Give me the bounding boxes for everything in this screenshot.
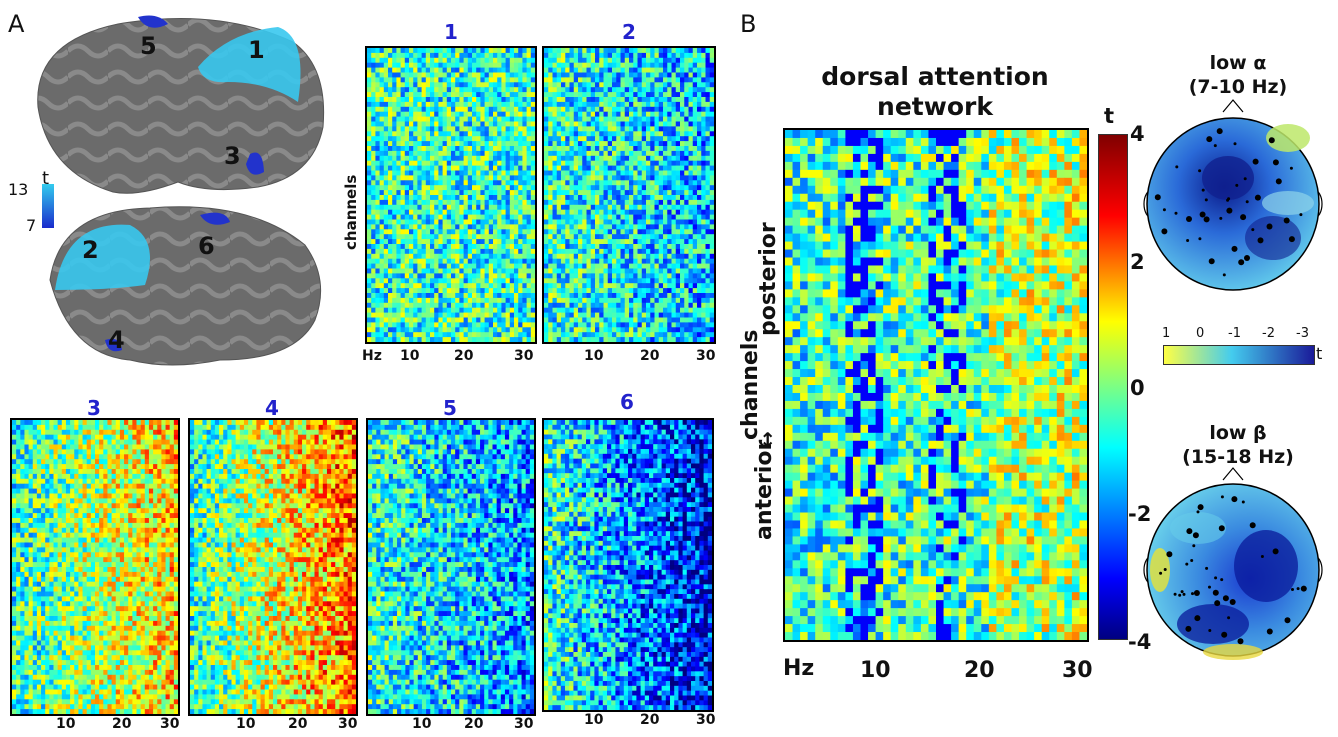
topo-alpha-range: (7-10 Hz): [1188, 76, 1288, 98]
small-map-xlabel: Hz: [362, 348, 382, 364]
small-map-title-5: 5: [443, 396, 457, 420]
region-label-6: 6: [198, 232, 215, 260]
small-map-5-tick-10: 10: [412, 716, 432, 732]
small-map-1-tick-30: 30: [514, 348, 534, 364]
heatmap-region-2: [542, 46, 716, 344]
topo-scale-tick-1: 1: [1162, 326, 1171, 341]
small-map-5-tick-20: 20: [464, 716, 484, 732]
small-map-4-tick-20: 20: [288, 716, 308, 732]
small-map-3-tick-10: 10: [56, 716, 76, 732]
brain-medial-right: [30, 200, 330, 370]
heatmap-region-1: [365, 46, 537, 344]
heatmap-region-5: [366, 418, 536, 716]
main-ylabel-posterior: posterior: [756, 222, 781, 336]
small-map-4-tick-10: 10: [236, 716, 256, 732]
small-map-1-tick-10: 10: [400, 348, 420, 364]
heatmap-region-6: [542, 418, 714, 712]
heatmap-region-3: [10, 418, 180, 716]
brain-scale-bar: [42, 184, 54, 228]
colorbar-tick-neg4: -4: [1128, 630, 1152, 654]
topo-scale-bar: [1163, 345, 1315, 365]
topo-alpha-title: low α: [1209, 52, 1267, 74]
colorbar-tick-neg2: -2: [1128, 502, 1152, 526]
topo-scale-tick-0: 0: [1196, 326, 1205, 341]
main-ylabel-anterior: anterior: [752, 439, 777, 540]
topo-scale-unit: t: [1316, 344, 1323, 363]
topo-beta-title: low β: [1209, 422, 1267, 444]
small-map-5-tick-30: 30: [514, 716, 534, 732]
topomap-low-alpha: [1138, 98, 1328, 298]
region-label-2: 2: [82, 236, 99, 264]
small-map-2-tick-10: 10: [584, 348, 604, 364]
brain-scale-min: 7: [26, 216, 37, 235]
main-tick-20: 20: [964, 658, 995, 683]
topo-scale-tick-neg3: -3: [1296, 326, 1309, 341]
small-map-ylabel: channels: [342, 174, 360, 250]
topomap-low-beta: [1138, 466, 1328, 662]
small-map-2-tick-30: 30: [696, 348, 716, 364]
topo-scale-tick-neg1: -1: [1228, 326, 1241, 341]
main-tick-30: 30: [1062, 658, 1093, 683]
small-map-title-6: 6: [620, 390, 634, 414]
small-map-1-tick-20: 20: [454, 348, 474, 364]
main-xlabel: Hz: [783, 656, 815, 681]
main-colorbar: [1098, 134, 1128, 640]
panel-label-a: A: [8, 10, 25, 38]
small-map-title-3: 3: [87, 396, 101, 420]
colorbar-tick-0: 0: [1130, 376, 1145, 400]
small-map-3-tick-20: 20: [112, 716, 132, 732]
small-map-title-4: 4: [265, 396, 279, 420]
small-map-title-2: 2: [622, 20, 636, 44]
colorbar-tick-2: 2: [1130, 250, 1145, 274]
small-map-3-tick-30: 30: [160, 716, 180, 732]
region-label-5: 5: [140, 32, 157, 60]
region-label-4: 4: [108, 326, 125, 354]
brain-scale-unit: t: [42, 168, 50, 189]
main-map-title: dorsal attention network: [821, 62, 1049, 121]
panel-label-b: B: [740, 10, 757, 38]
region-label-1: 1: [248, 36, 265, 64]
small-map-4-tick-30: 30: [338, 716, 358, 732]
small-map-title-1: 1: [444, 20, 458, 44]
small-map-2-tick-20: 20: [640, 348, 660, 364]
topo-scale-tick-neg2: -2: [1262, 326, 1275, 341]
brain-lateral-left: [28, 12, 338, 202]
main-tick-10: 10: [860, 658, 891, 683]
brain-scale-max: 13: [8, 180, 29, 199]
small-map-6-tick-30: 30: [696, 712, 716, 728]
heatmap-region-4: [188, 418, 358, 716]
small-map-6-tick-20: 20: [640, 712, 660, 728]
colorbar-tick-4: 4: [1130, 122, 1145, 146]
topo-beta-range: (15-18 Hz): [1182, 446, 1294, 468]
region-label-3: 3: [224, 142, 241, 170]
colorbar-unit: t: [1104, 104, 1115, 128]
small-map-6-tick-10: 10: [584, 712, 604, 728]
heatmap-dorsal-attention: [783, 128, 1089, 642]
main-ylabel-channels: channels: [738, 329, 763, 440]
